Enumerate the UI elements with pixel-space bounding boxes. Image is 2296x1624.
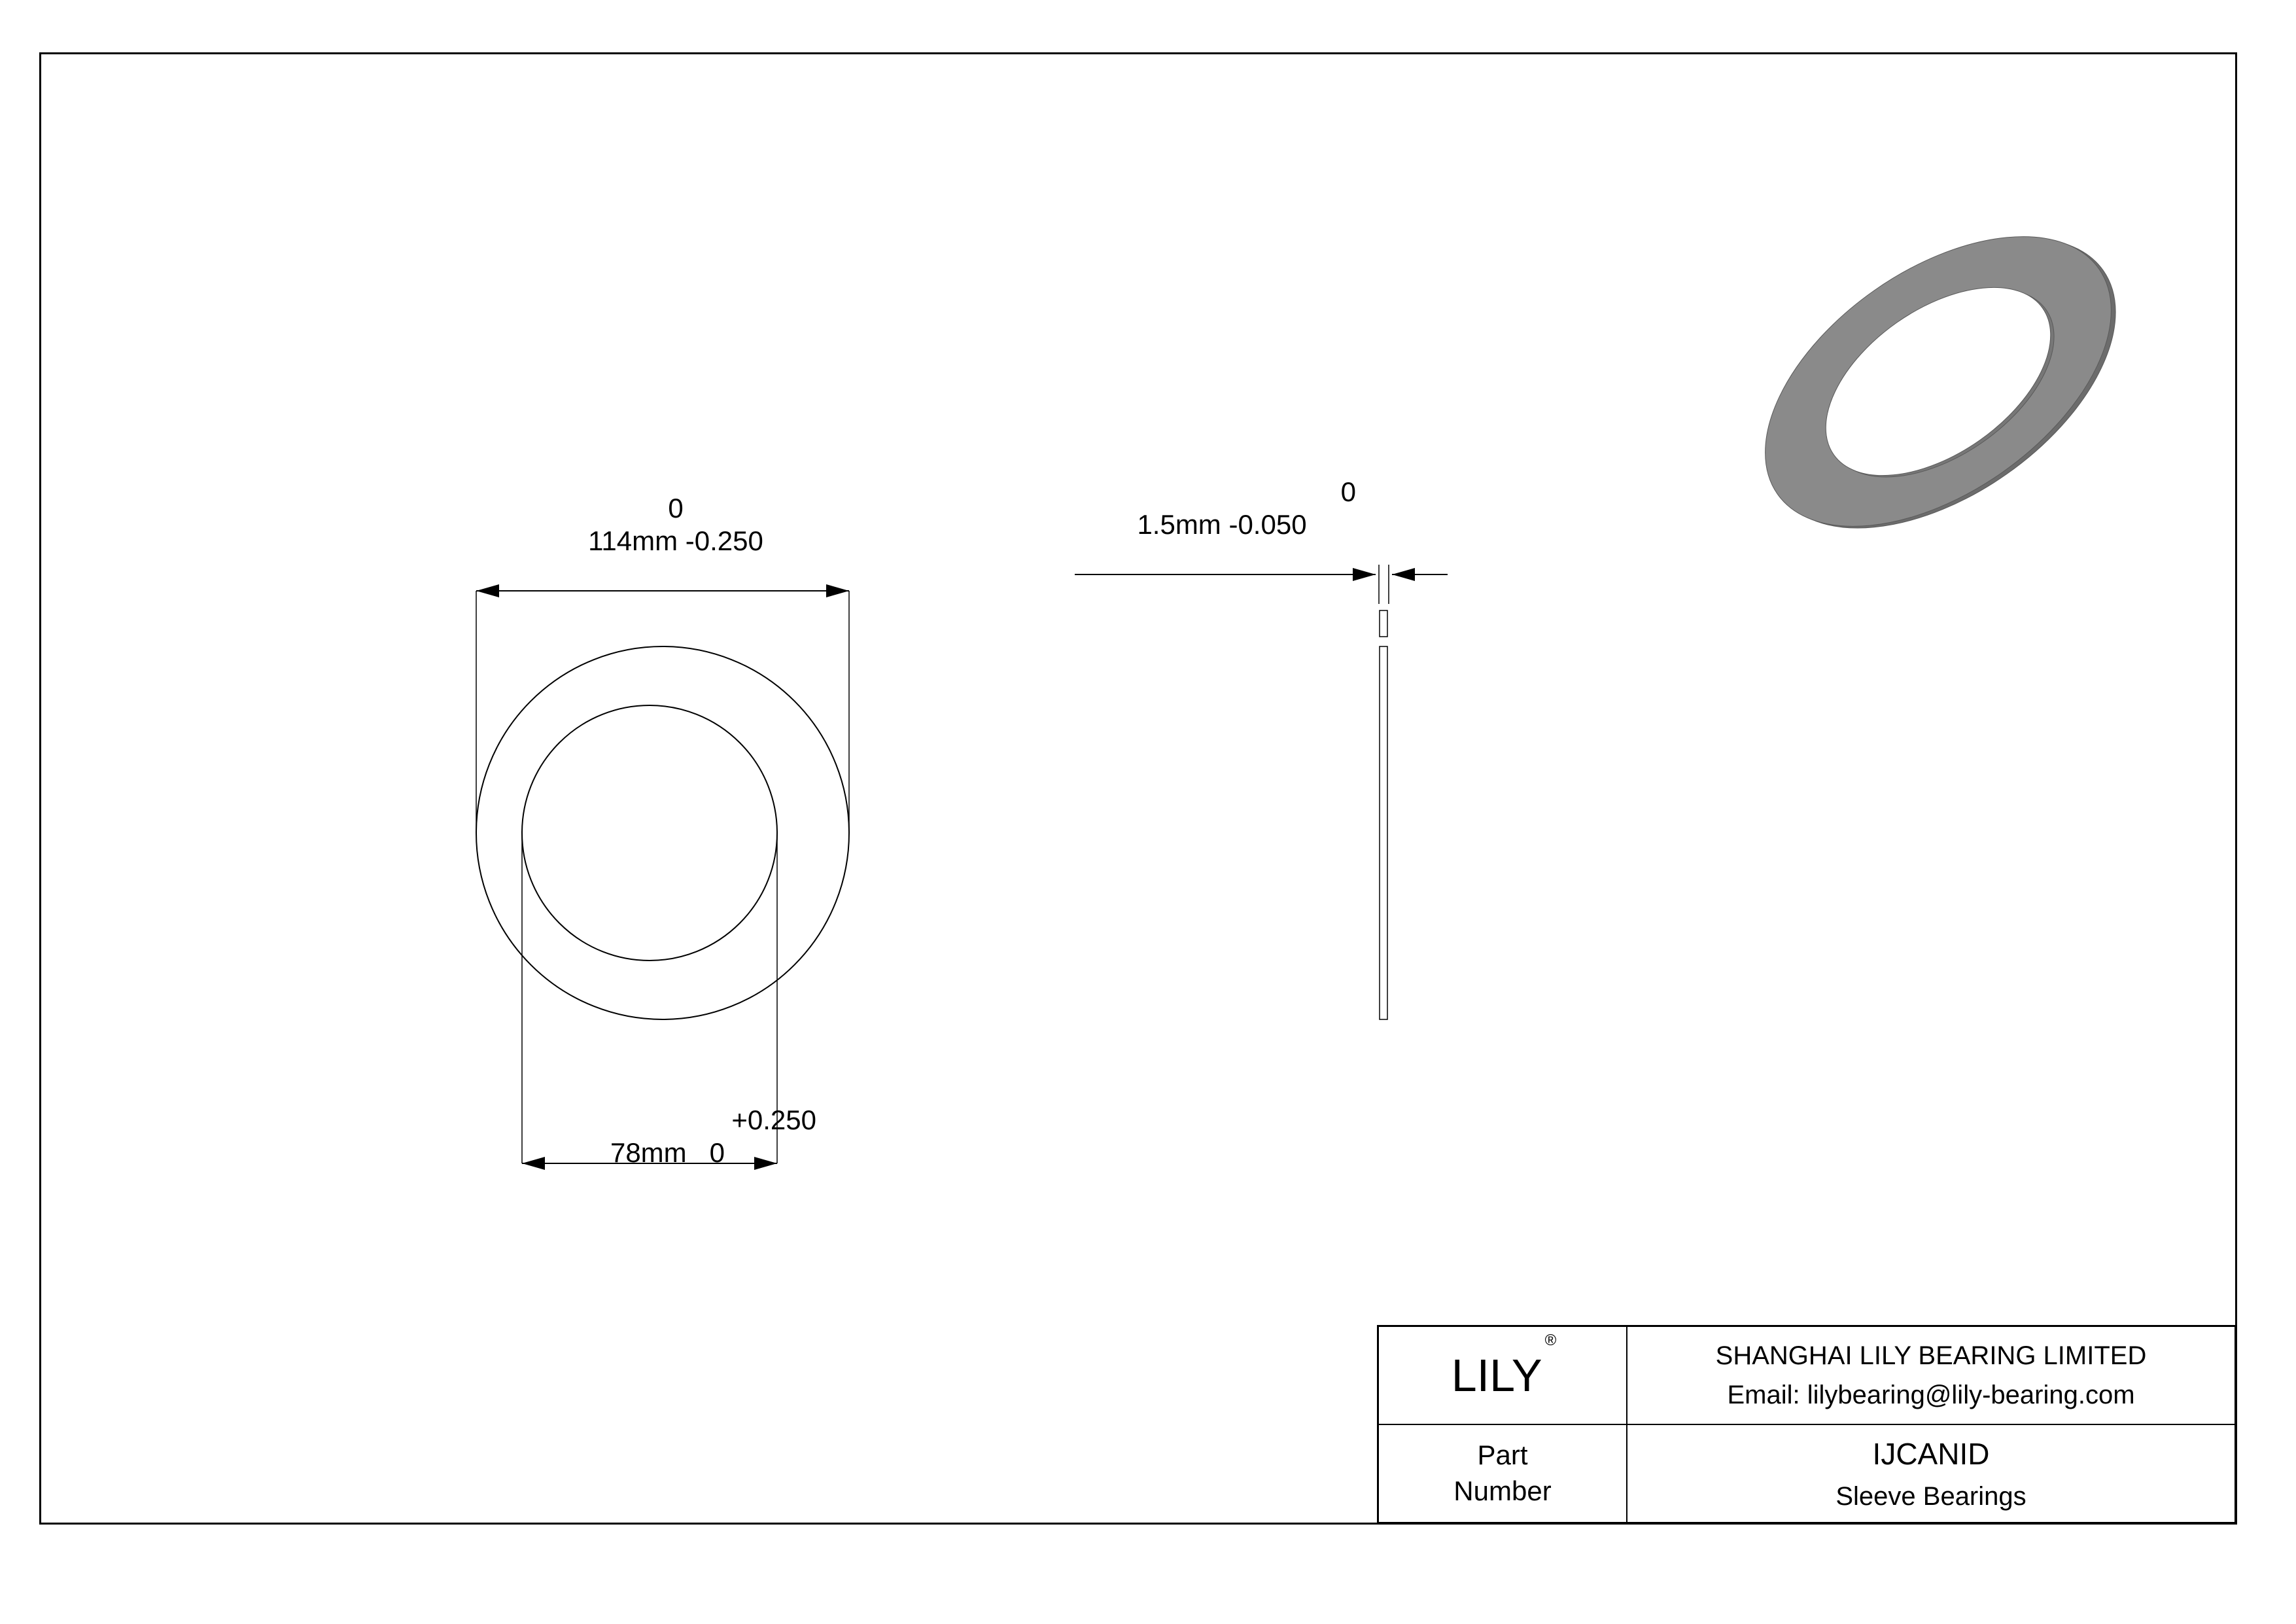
thickness-upper-tol: 0 bbox=[1140, 476, 1356, 508]
company-cell: SHANGHAI LILY BEARING LIMITED Email: lil… bbox=[1627, 1326, 2235, 1424]
inner-diameter-value: 78mm 0 bbox=[519, 1137, 816, 1169]
drawing-page: 0 114mm -0.250 +0.250 78mm 0 0 1.5mm bbox=[0, 0, 2296, 1624]
side-view bbox=[1042, 473, 1500, 1062]
isometric-view bbox=[1690, 133, 2187, 630]
company-name: SHANGHAI LILY BEARING LIMITED bbox=[1716, 1336, 2147, 1375]
side-profile-main bbox=[1380, 646, 1387, 1019]
partnumber-label-line1: Part bbox=[1477, 1438, 1527, 1474]
partnumber-label-line2: Number bbox=[1453, 1474, 1551, 1509]
thickness-value: 1.5mm -0.050 bbox=[1088, 509, 1356, 540]
logo-name: LILY bbox=[1452, 1350, 1542, 1401]
title-block-row2: Part Number IJCANID Sleeve Bearings bbox=[1378, 1424, 2235, 1523]
inner-circle bbox=[522, 705, 777, 961]
drawing-frame: 0 114mm -0.250 +0.250 78mm 0 0 1.5mm bbox=[39, 52, 2237, 1525]
partnumber-label-cell: Part Number bbox=[1378, 1424, 1627, 1523]
registered-icon: ® bbox=[1545, 1332, 1557, 1349]
part-description: Sleeve Bearings bbox=[1835, 1477, 2026, 1516]
partnumber-value-cell: IJCANID Sleeve Bearings bbox=[1627, 1424, 2235, 1523]
thickness-dimension bbox=[1075, 565, 1448, 604]
title-block-row1: LILY® SHANGHAI LILY BEARING LIMITED Emai… bbox=[1378, 1326, 2235, 1424]
outer-diameter-upper-tol: 0 bbox=[538, 493, 813, 524]
company-email: Email: lilybearing@lily-bearing.com bbox=[1727, 1375, 2134, 1415]
side-profile-top bbox=[1380, 610, 1387, 637]
part-number: IJCANID bbox=[1873, 1432, 1990, 1477]
logo-cell: LILY® bbox=[1378, 1326, 1627, 1424]
inner-diameter-upper-tol: +0.250 bbox=[581, 1104, 816, 1136]
outer-diameter-value: 114mm -0.250 bbox=[538, 525, 813, 557]
title-block: LILY® SHANGHAI LILY BEARING LIMITED Emai… bbox=[1377, 1325, 2237, 1525]
logo-text: LILY® bbox=[1452, 1352, 1554, 1398]
